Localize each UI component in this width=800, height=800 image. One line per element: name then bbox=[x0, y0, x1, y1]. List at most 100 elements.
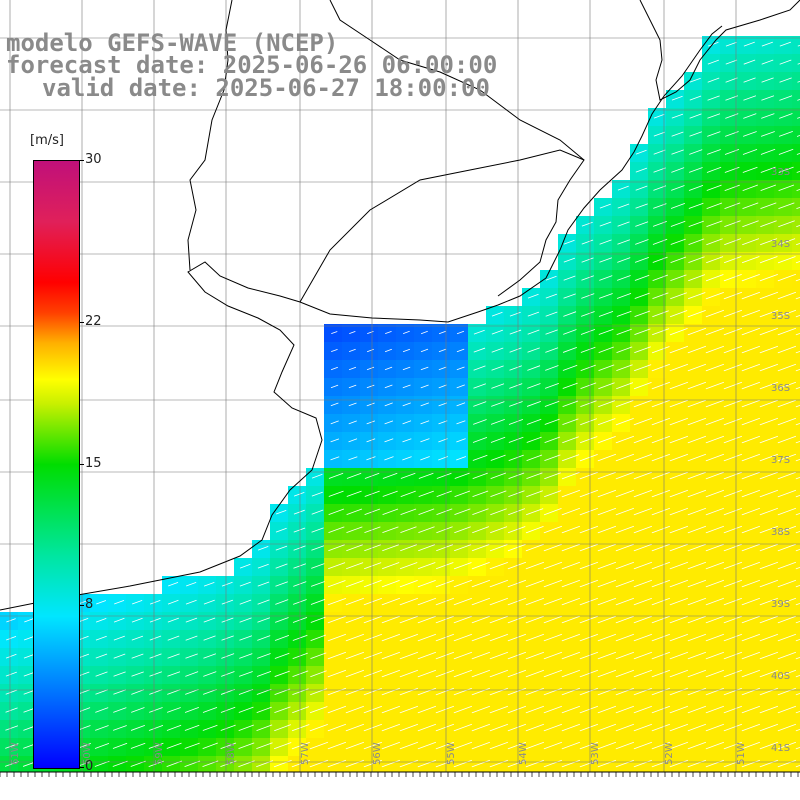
wind-arrow bbox=[311, 491, 323, 497]
wind-arrow bbox=[687, 363, 707, 372]
wind-arrow bbox=[385, 330, 392, 335]
wind-arrow bbox=[562, 382, 578, 389]
wind-arrow bbox=[348, 438, 358, 443]
wind-arrow bbox=[311, 473, 323, 479]
lat-label: 37S bbox=[771, 455, 790, 466]
wind-arrow bbox=[651, 669, 671, 678]
wind-arrow bbox=[526, 454, 543, 461]
wind-arrow bbox=[545, 275, 557, 281]
wind-arrow bbox=[185, 671, 199, 677]
wind-arrow bbox=[239, 635, 253, 641]
wind-arrow bbox=[723, 435, 743, 444]
wind-arrow bbox=[95, 635, 107, 641]
wind-arrow bbox=[543, 615, 563, 624]
wind-arrow bbox=[363, 741, 383, 750]
wind-arrow bbox=[651, 471, 671, 480]
wind-arrow bbox=[687, 381, 707, 390]
wind-arrow bbox=[112, 725, 127, 731]
wind-arrow bbox=[579, 687, 599, 696]
wind-arrow bbox=[688, 274, 706, 282]
wind-arrow bbox=[345, 597, 365, 606]
wind-arrow bbox=[795, 368, 800, 372]
wind-arrow bbox=[185, 617, 198, 623]
wind-arrow bbox=[777, 453, 797, 462]
wind-arrow bbox=[741, 543, 761, 552]
wind-arrow bbox=[795, 386, 800, 390]
wind-cell bbox=[792, 738, 800, 756]
wind-arrow bbox=[579, 453, 598, 462]
wind-arrow bbox=[310, 652, 327, 660]
wind-arrow bbox=[742, 202, 759, 210]
wind-arrow bbox=[597, 471, 617, 480]
wind-arrow bbox=[579, 705, 599, 714]
wind-arrow bbox=[418, 526, 435, 534]
wind-cell bbox=[792, 342, 800, 360]
wind-arrow bbox=[725, 59, 738, 65]
wind-arrow bbox=[778, 131, 793, 137]
wind-arrow bbox=[669, 597, 689, 606]
wind-arrow bbox=[651, 435, 671, 444]
wind-arrow bbox=[527, 293, 539, 299]
wind-arrow bbox=[723, 543, 743, 552]
wind-arrow bbox=[579, 723, 599, 732]
wind-arrow bbox=[327, 597, 346, 606]
wind-arrow bbox=[345, 669, 365, 678]
wind-arrow bbox=[615, 507, 635, 516]
legend-tick-mark bbox=[79, 463, 84, 465]
wind-arrow bbox=[149, 599, 161, 605]
wind-arrow bbox=[402, 366, 411, 371]
wind-arrow bbox=[651, 399, 671, 408]
wind-arrow bbox=[489, 687, 509, 696]
wind-arrow bbox=[633, 669, 653, 678]
wind-arrow bbox=[599, 221, 612, 227]
wind-arrow bbox=[670, 203, 686, 209]
wind-arrow bbox=[705, 633, 725, 642]
wind-arrow bbox=[257, 545, 269, 551]
wind-arrow bbox=[669, 669, 689, 678]
lon-label: 60W bbox=[82, 742, 93, 765]
wind-arrow bbox=[633, 633, 653, 642]
wind-arrow bbox=[615, 597, 635, 606]
wind-arrow bbox=[579, 759, 599, 768]
wind-arrow bbox=[779, 41, 792, 47]
wind-arrow bbox=[669, 615, 689, 624]
wind-arrow bbox=[113, 653, 126, 659]
wind-arrow bbox=[579, 597, 599, 606]
lat-label: 36S bbox=[771, 383, 790, 394]
legend-tick-mark bbox=[79, 767, 84, 768]
bottom-margin bbox=[0, 772, 800, 800]
wind-arrow bbox=[508, 490, 525, 498]
wind-arrow bbox=[545, 329, 558, 335]
wind-arrow bbox=[417, 579, 436, 588]
wind-arrow bbox=[723, 633, 743, 642]
wind-arrow bbox=[759, 561, 779, 570]
wind-arrow bbox=[599, 293, 613, 299]
wind-arrow bbox=[777, 435, 797, 444]
wind-arrow bbox=[725, 131, 739, 137]
wind-arrow bbox=[561, 615, 581, 624]
wind-arrow bbox=[707, 131, 721, 137]
wind-arrow bbox=[94, 742, 110, 749]
wind-arrow bbox=[562, 454, 580, 462]
wind-arrow bbox=[759, 327, 779, 336]
wind-arrow bbox=[581, 257, 594, 263]
legend-tick-label: 8 bbox=[85, 597, 94, 613]
wind-arrow bbox=[5, 689, 18, 695]
wind-arrow bbox=[185, 599, 197, 605]
wind-arrow bbox=[381, 615, 401, 624]
wind-arrow bbox=[741, 291, 761, 300]
wind-arrow bbox=[723, 345, 743, 354]
wind-arrow bbox=[149, 653, 162, 659]
wind-arrow bbox=[525, 759, 545, 768]
wind-arrow bbox=[723, 273, 742, 282]
wind-arrow bbox=[723, 687, 743, 696]
wind-arrow bbox=[597, 453, 617, 462]
wind-arrow bbox=[525, 723, 545, 732]
wind-arrow bbox=[473, 383, 486, 389]
wind-arrow bbox=[723, 705, 743, 714]
wind-arrow bbox=[687, 561, 707, 570]
wind-arrow bbox=[688, 256, 705, 264]
legend-tick-label: 22 bbox=[85, 313, 102, 329]
wind-arrow bbox=[435, 651, 455, 660]
wind-arrow bbox=[382, 526, 399, 534]
